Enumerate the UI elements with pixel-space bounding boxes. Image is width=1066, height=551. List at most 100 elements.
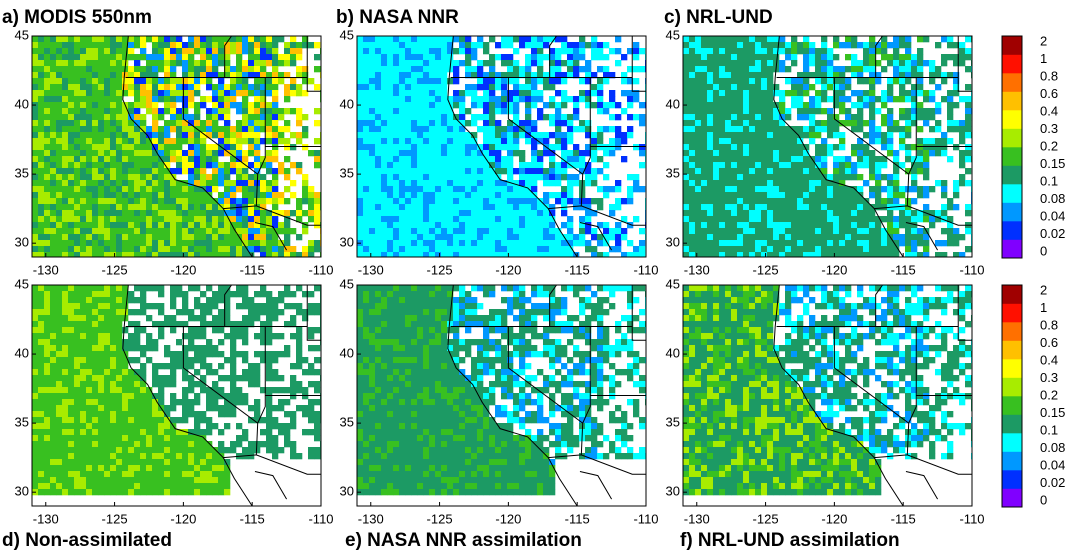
map-cell — [899, 144, 905, 150]
map-cell — [357, 150, 363, 156]
map-cell — [779, 96, 785, 102]
map-cell — [633, 54, 639, 60]
map-cell — [965, 156, 971, 162]
map-cell — [387, 138, 393, 144]
map-cell — [194, 222, 200, 228]
map-cell — [501, 138, 507, 144]
map-cell — [761, 114, 767, 120]
map-cell — [68, 441, 74, 447]
map-cell — [194, 216, 200, 222]
map-cell — [134, 42, 140, 48]
map-cell — [845, 156, 851, 162]
map-cell — [218, 114, 224, 120]
map-cell — [869, 222, 875, 228]
map-cell — [68, 156, 74, 162]
map-cell — [62, 291, 68, 297]
map-cell — [537, 162, 543, 168]
map-cell — [579, 78, 585, 84]
map-cell — [363, 234, 369, 240]
map-cell — [941, 138, 947, 144]
map-cell — [170, 102, 176, 108]
map-cell — [92, 387, 98, 393]
map-cell — [128, 90, 134, 96]
map-cell — [707, 150, 713, 156]
map-cell — [749, 42, 755, 48]
map-cell — [38, 309, 44, 315]
map-cell — [38, 48, 44, 54]
map-cell — [128, 156, 134, 162]
map-cell — [50, 285, 56, 291]
map-cell — [525, 180, 531, 186]
map-cell — [230, 78, 236, 84]
map-cell — [779, 186, 785, 192]
map-cell — [423, 186, 429, 192]
map-cell — [158, 240, 164, 246]
map-cell — [435, 138, 441, 144]
map-cell — [68, 297, 74, 303]
map-cell — [513, 240, 519, 246]
map-cell — [893, 36, 899, 42]
map-cell — [701, 186, 707, 192]
map-cell — [74, 489, 80, 495]
map-cell — [56, 210, 62, 216]
map-cell — [441, 162, 447, 168]
map-cell — [585, 210, 591, 216]
map-cell — [393, 78, 399, 84]
map-cell — [435, 204, 441, 210]
map-cell — [206, 210, 212, 216]
map-cell — [375, 48, 381, 54]
map-cell — [555, 174, 561, 180]
map-cell — [56, 96, 62, 102]
map-cell — [411, 90, 417, 96]
map-cell — [489, 102, 495, 108]
map-cell — [116, 72, 122, 78]
map-cell — [833, 216, 839, 222]
map-cell — [561, 168, 567, 174]
map-cell — [32, 435, 38, 441]
map-cell — [845, 246, 851, 252]
map-cell — [609, 234, 615, 240]
map-cell — [86, 36, 92, 42]
map-cell — [104, 198, 110, 204]
map-cell — [74, 210, 80, 216]
map-cell — [875, 234, 881, 240]
map-cell — [471, 90, 477, 96]
map-cell — [459, 36, 465, 42]
map-cell — [845, 114, 851, 120]
map-cell — [182, 216, 188, 222]
map-cell — [387, 228, 393, 234]
map-cell — [74, 435, 80, 441]
map-cell — [893, 120, 899, 126]
map-cell — [615, 48, 621, 54]
map-cell — [363, 138, 369, 144]
map-cell — [809, 108, 815, 114]
map-cell — [743, 216, 749, 222]
map-cell — [561, 132, 567, 138]
map-cell — [803, 132, 809, 138]
map-cell — [591, 36, 597, 42]
map-cell — [477, 234, 483, 240]
map-cell — [489, 114, 495, 120]
map-cell — [62, 357, 68, 363]
map-cell — [489, 246, 495, 252]
map-cell — [164, 66, 170, 72]
map-cell — [797, 78, 803, 84]
map-cell — [773, 228, 779, 234]
map-cell — [501, 132, 507, 138]
map-cell — [911, 174, 917, 180]
map-cell — [779, 144, 785, 150]
map-cell — [585, 66, 591, 72]
map-cell — [525, 204, 531, 210]
map-cell — [80, 78, 86, 84]
map-cell — [749, 72, 755, 78]
map-cell — [579, 66, 585, 72]
map-cell — [507, 216, 513, 222]
map-cell — [44, 102, 50, 108]
map-cell — [242, 108, 248, 114]
map-cell — [236, 66, 242, 72]
map-cell — [947, 120, 953, 126]
map-cell — [38, 162, 44, 168]
map-cell — [405, 144, 411, 150]
map-cell — [471, 210, 477, 216]
map-cell — [537, 90, 543, 96]
